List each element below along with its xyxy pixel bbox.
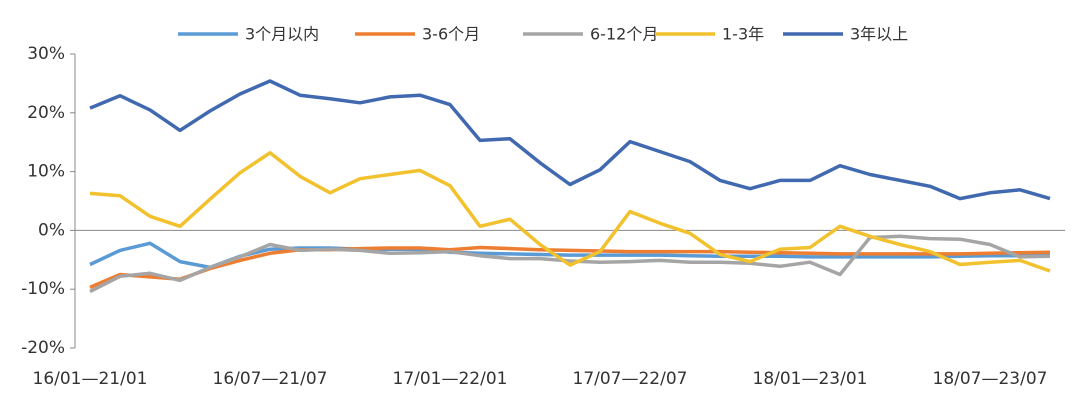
y-tick-label: 30% <box>27 44 65 64</box>
series-line <box>89 245 1051 290</box>
y-tick-label: -10% <box>21 279 65 299</box>
x-tick-label: 18/07—23/07 <box>933 369 1048 389</box>
y-tick-label: -20% <box>21 338 65 358</box>
x-tick-label: 16/01—21/01 <box>33 369 148 389</box>
series-line <box>89 151 1051 273</box>
legend-label: 3-6个月 <box>422 25 480 44</box>
x-tick-label: 17/01—22/01 <box>393 369 508 389</box>
y-tick-label: 0% <box>38 220 65 240</box>
y-tick-label: 10% <box>27 162 65 182</box>
legend-label: 3年以上 <box>850 25 908 44</box>
series-line <box>89 79 1051 201</box>
x-tick-label: 18/01—23/01 <box>753 369 868 389</box>
y-tick-label: 20% <box>27 103 65 123</box>
legend-label: 6-12个月 <box>590 25 658 44</box>
legend-label: 3个月以内 <box>245 25 319 44</box>
legend-label: 1-3年 <box>722 25 764 44</box>
x-tick-label: 16/07—21/07 <box>213 369 328 389</box>
x-tick-label: 17/07—22/07 <box>573 369 688 389</box>
series-line <box>89 234 1051 294</box>
